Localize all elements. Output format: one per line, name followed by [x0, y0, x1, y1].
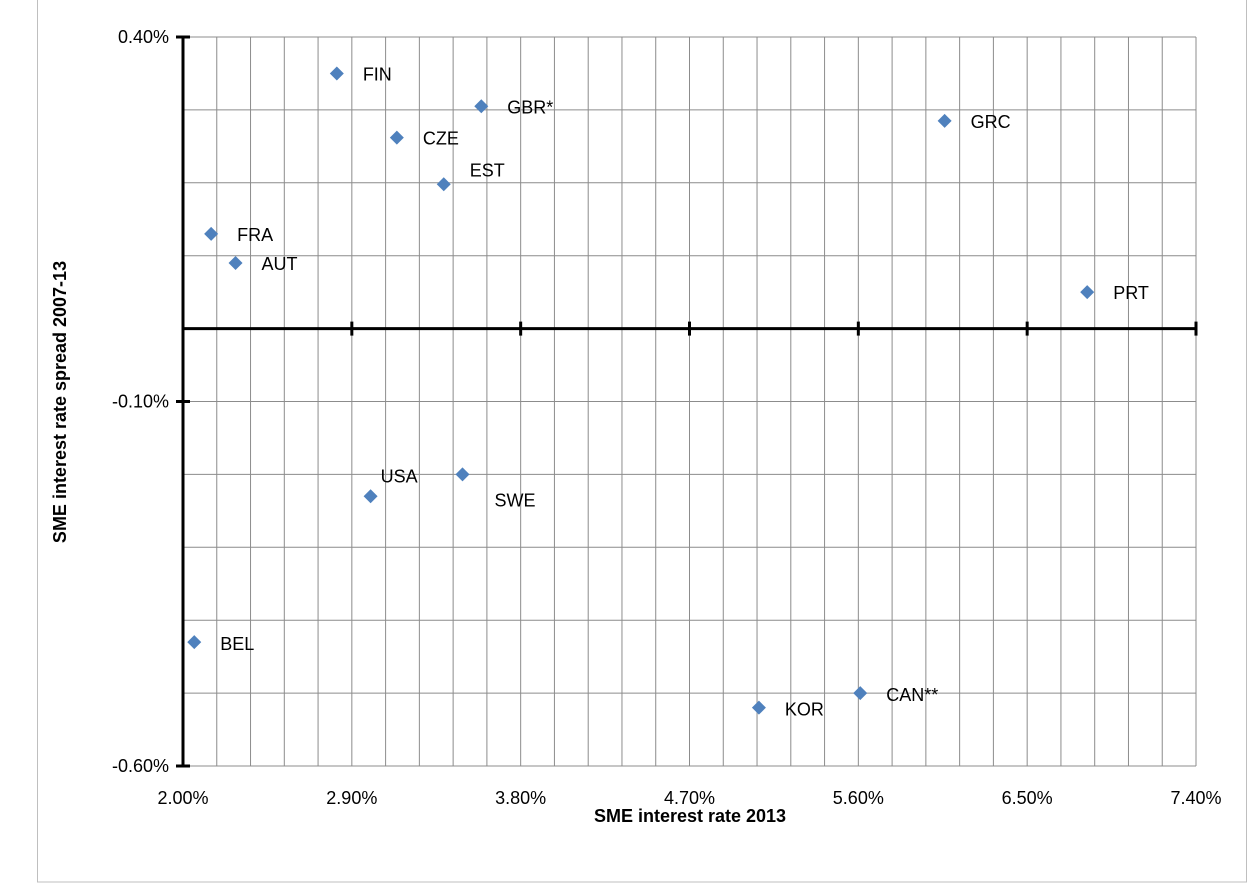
data-point-label: CZE [423, 129, 459, 149]
x-axis-title: SME interest rate 2013 [594, 806, 786, 826]
data-point-label: GRC [971, 112, 1011, 132]
y-axis-title: SME interest rate spread 2007-13 [50, 261, 70, 543]
data-point-marker [329, 66, 344, 81]
y-tick-label: -0.10% [112, 392, 169, 412]
data-point-label: FRA [237, 225, 273, 245]
x-tick-label: 4.70% [664, 788, 715, 808]
data-point-marker [751, 700, 766, 715]
data-point-marker [937, 113, 952, 128]
y-tick-label: -0.60% [112, 756, 169, 776]
data-point-label: KOR [785, 700, 824, 720]
x-tick-label: 2.90% [326, 788, 377, 808]
data-point-label: FIN [363, 64, 392, 84]
data-point-marker [204, 226, 219, 241]
data-points: FIN GBR* GRC CZE EST FRA AUT PRT SWE USA BEL CAN** K… [187, 64, 1149, 720]
x-tick-label: 2.00% [157, 788, 208, 808]
data-point-marker [436, 177, 451, 192]
data-point-label: USA [381, 466, 418, 486]
data-point-marker [853, 686, 868, 701]
data-point-marker [474, 99, 489, 114]
x-tick-label: 6.50% [1002, 788, 1053, 808]
y-tick-label: 0.40% [118, 27, 169, 47]
data-point-label: GBR* [507, 97, 553, 117]
data-point-label: AUT [262, 254, 298, 274]
data-point-label: BEL [220, 634, 254, 654]
data-point-label: EST [470, 160, 505, 180]
x-tick-label: 3.80% [495, 788, 546, 808]
x-tick-label: 7.40% [1170, 788, 1221, 808]
data-point-marker [389, 130, 404, 145]
data-point-label: PRT [1113, 283, 1149, 303]
tick-labels: 2.00% 2.90% 3.80% 4.70% 5.60% 6.50% 7.40% 0.40%… [112, 27, 1222, 808]
data-point-marker [187, 635, 202, 650]
outer-border [37, 0, 1247, 883]
x-tick-label: 5.60% [833, 788, 884, 808]
data-point-marker [455, 467, 470, 482]
data-point-marker [363, 489, 378, 504]
axes [176, 35, 1198, 768]
data-point-marker [228, 255, 243, 270]
data-point-marker [1080, 285, 1095, 300]
data-point-label: SWE [495, 490, 536, 510]
data-point-label: CAN** [886, 685, 938, 705]
